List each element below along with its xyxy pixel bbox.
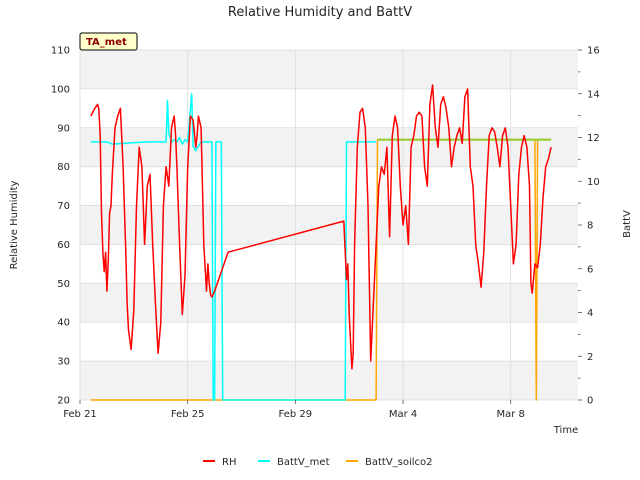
- y-tick-label: 100: [51, 84, 70, 95]
- y-tick-label: 80: [57, 162, 70, 173]
- plot-band: [80, 283, 578, 323]
- x-tick-label: Feb 21: [63, 409, 97, 420]
- y-tick-label: 60: [57, 240, 70, 251]
- plot-bands: [80, 50, 578, 400]
- legend-label: RH: [222, 457, 236, 468]
- plot-band: [80, 50, 578, 89]
- plot-band: [80, 361, 578, 400]
- x-axis-title: Time: [553, 425, 578, 436]
- badge-box: [79, 32, 138, 51]
- legend-label: BattV_soilco2: [365, 457, 433, 468]
- y2-tick-label: 10: [587, 177, 600, 188]
- series-line-battv-met: [90, 93, 377, 401]
- series-layer: [90, 84, 552, 401]
- y2-tick-label: 14: [587, 89, 600, 100]
- y2-tick-label: 0: [587, 396, 593, 407]
- y2-tick-label: 2: [587, 352, 593, 363]
- y-tick-label: 50: [57, 279, 70, 290]
- y-tick-label: 40: [57, 318, 70, 329]
- chart-title: Relative Humidity and BattV: [228, 5, 412, 20]
- y2-tick-label: 12: [587, 133, 600, 144]
- y-tick-label: 20: [57, 396, 70, 407]
- badge: TA_met: [79, 32, 138, 51]
- y2-tick-label: 4: [587, 308, 593, 319]
- x-tick-label: Feb 29: [279, 409, 313, 420]
- y-tick-label: 30: [57, 357, 70, 368]
- y2-tick-label: 6: [587, 264, 593, 275]
- y2-axis-title: BattV: [622, 210, 633, 238]
- y2-tick-label: 8: [587, 221, 593, 232]
- x-tick-label: Mar 8: [496, 409, 524, 420]
- x-tick-label: Mar 4: [389, 409, 417, 420]
- y-axis-title: Relative Humidity: [9, 181, 20, 270]
- legend: RH BattV_met BattV_soilco2: [203, 457, 433, 468]
- series-line-rh: [90, 84, 552, 370]
- badge-label: TA_met: [86, 37, 127, 48]
- y-tick-label: 90: [57, 123, 70, 134]
- legend-label: BattV_met: [277, 457, 330, 468]
- y-tick-label: 70: [57, 201, 70, 212]
- x-tick-label: Feb 25: [171, 409, 205, 420]
- y-tick-label: 110: [51, 46, 70, 57]
- y2-tick-label: 16: [587, 46, 600, 57]
